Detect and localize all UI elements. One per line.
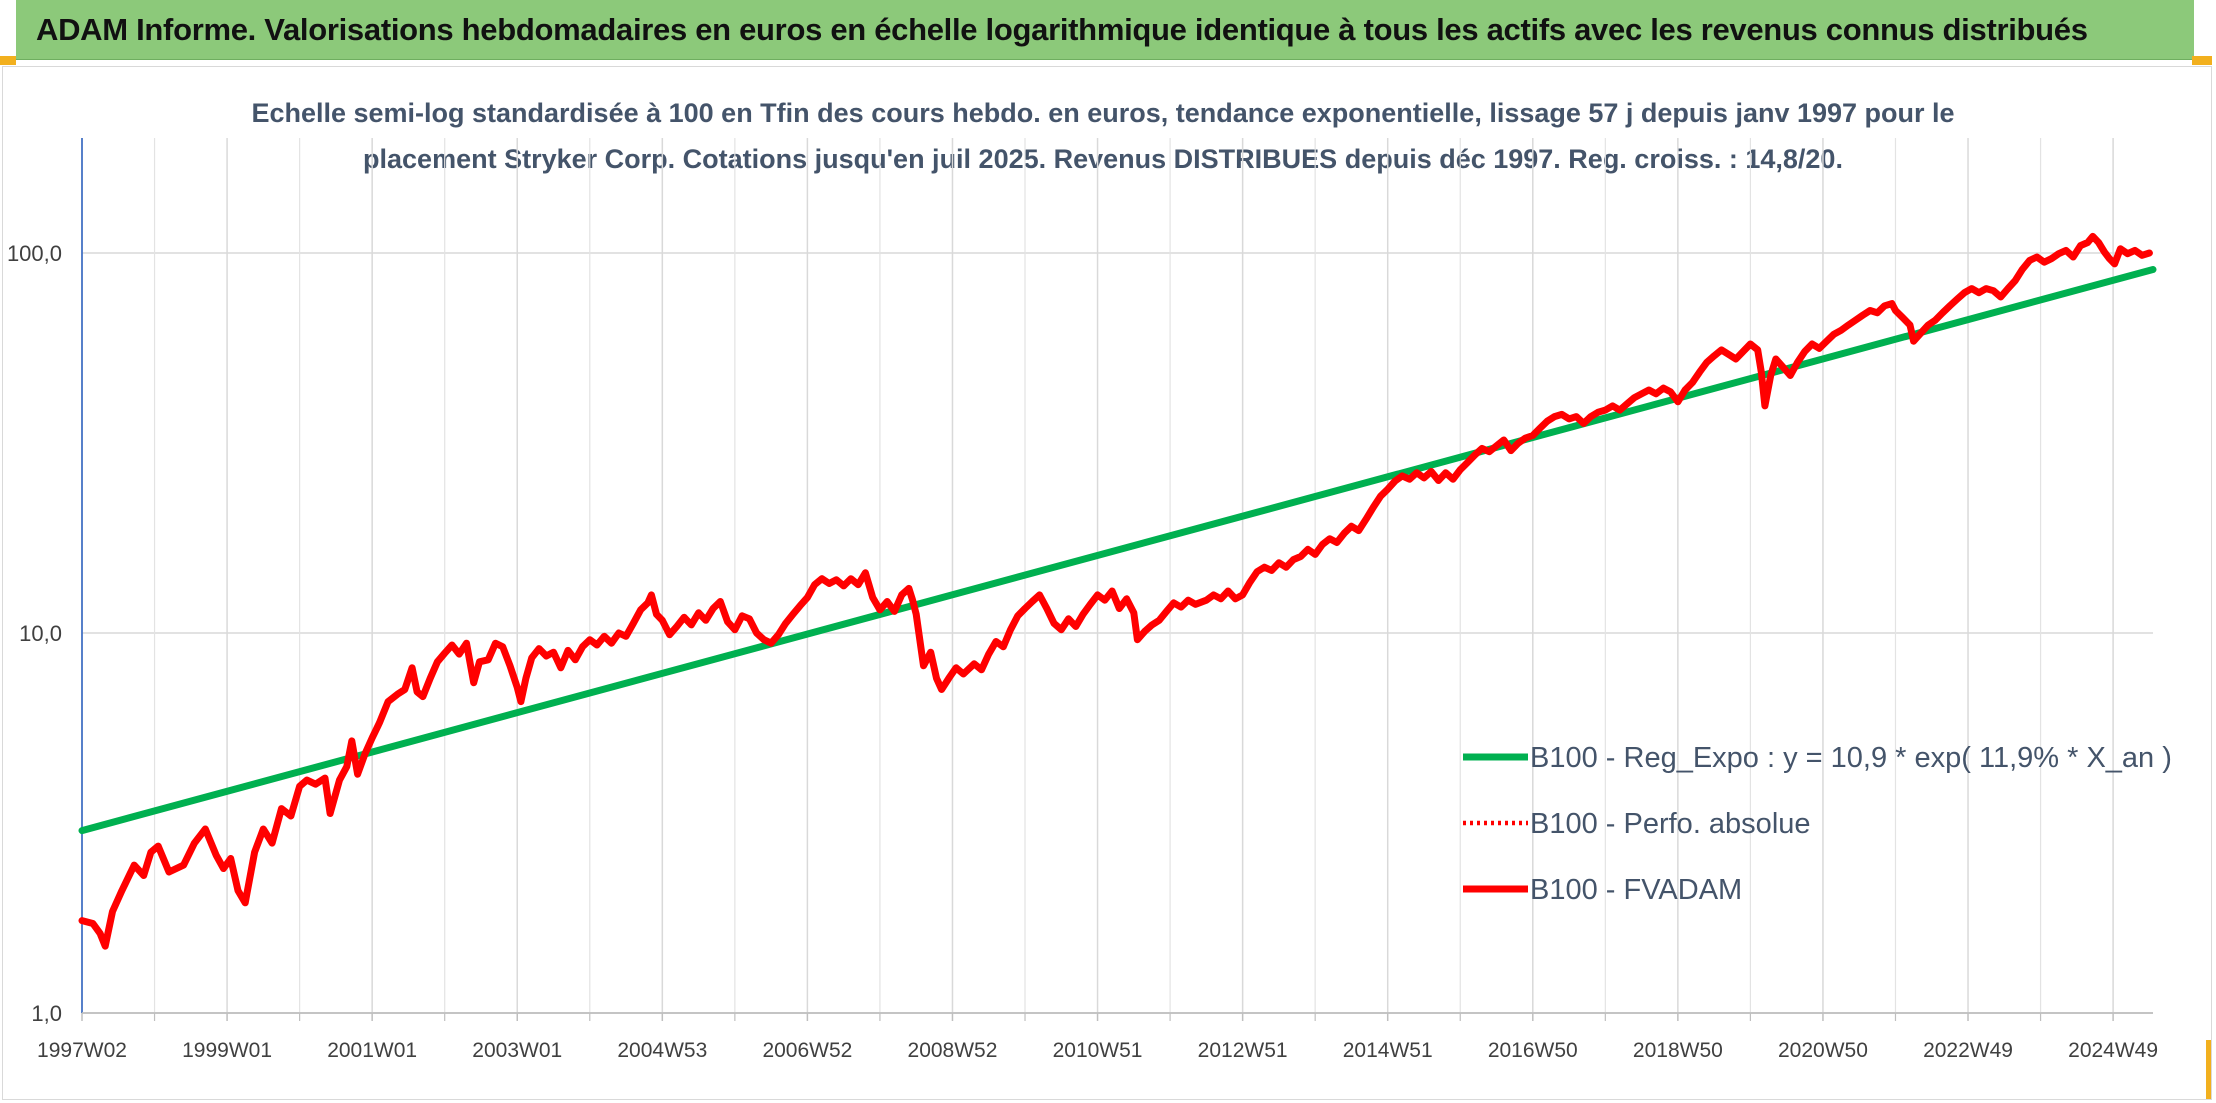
gridlines — [82, 138, 2153, 1014]
x-tick-label: 2012W51 — [1198, 1039, 1288, 1062]
axes: 1,0 10,0 100,0 1997W02 1999W01 2001W01 2003W01… — [7, 138, 2158, 1062]
x-tick-label: 2022W49 — [1923, 1039, 2013, 1062]
x-tick-label: 2003W01 — [472, 1039, 562, 1062]
chart-frame — [2, 66, 2212, 1100]
y-tick-label: 1,0 — [31, 1001, 62, 1026]
trend-line — [78, 266, 2157, 835]
x-tick-label: 2024W49 — [2068, 1039, 2158, 1062]
x-tick-label: 2018W50 — [1633, 1039, 1723, 1062]
report-title: ADAM Informe. Valorisations hebdomadaire… — [36, 11, 2088, 47]
x-tick-label: 2008W52 — [908, 1039, 998, 1062]
series-line — [78, 232, 2153, 950]
x-tick-label: 2004W53 — [617, 1039, 707, 1062]
x-tick-label: 2014W51 — [1343, 1039, 1433, 1062]
series-layer — [78, 232, 2157, 950]
legend-label-fvadam: B100 - FVADAM — [1530, 874, 1742, 906]
x-tick-label: 1997W02 — [37, 1039, 127, 1062]
y-tick-label: 100,0 — [7, 241, 62, 266]
x-tick-label: 2010W51 — [1053, 1039, 1143, 1062]
x-tick-label: 2016W50 — [1488, 1039, 1578, 1062]
corner-accent-left — [0, 56, 16, 65]
x-tick-label: 2001W01 — [327, 1039, 417, 1062]
y-tick-label: 10,0 — [19, 621, 62, 646]
chart-subtitle-line-1: Echelle semi-log standardisée à 100 en T… — [251, 98, 1954, 128]
corner-accent-bottom-right — [2206, 1040, 2212, 1100]
legend-label-trend: B100 - Reg_Expo : y = 10,9 * exp( 11,9% … — [1530, 742, 2172, 774]
report-title-bar: ADAM Informe. Valorisations hebdomadaire… — [16, 0, 2194, 60]
x-tick-label: 2006W52 — [762, 1039, 852, 1062]
corner-accent-right — [2192, 56, 2212, 65]
x-tick-label: 2020W50 — [1778, 1039, 1868, 1062]
legend-label-perfo: B100 - Perfo. absolue — [1530, 808, 1811, 840]
x-tick-label: 1999W01 — [182, 1039, 272, 1062]
legend: B100 - Reg_Expo : y = 10,9 * exp( 11,9% … — [1463, 742, 2172, 906]
chart-subtitle-line-2: placement Stryker Corp. Cotations jusqu'… — [363, 144, 1843, 174]
